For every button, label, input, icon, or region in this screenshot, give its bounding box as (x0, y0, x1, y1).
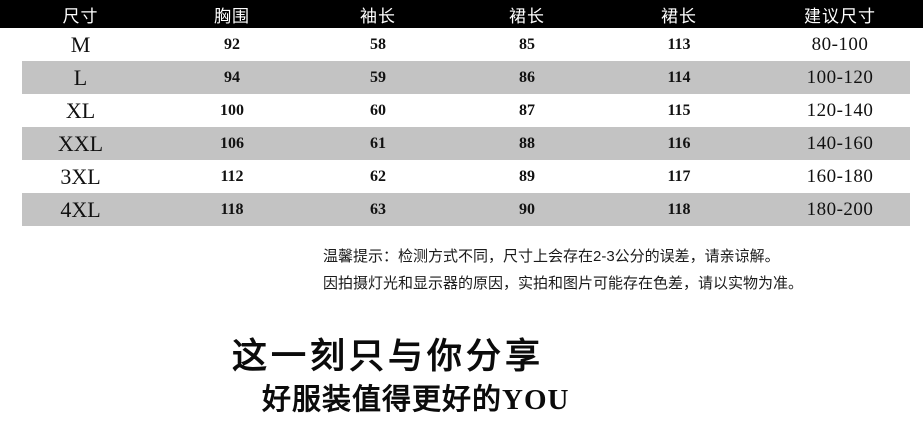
column-header-skirt-2: 裙长 (661, 6, 697, 26)
skirt1-value: 86 (519, 68, 535, 86)
slogan-line-1: 这一刻只与你分享 (232, 337, 545, 376)
size-label: XXL (57, 130, 104, 156)
table-row: XXL 106 61 88 116 140-160 (0, 127, 923, 160)
table-row: L 94 59 86 114 100-120 (0, 61, 923, 94)
suggested-size-value: 160-180 (806, 165, 874, 187)
size-label: L (73, 64, 88, 90)
skirt1-value: 89 (519, 167, 535, 185)
suggested-size-value: 120-140 (806, 99, 874, 121)
slogan-line-2: 好服装值得更好的YOU (262, 384, 570, 416)
skirt2-value: 118 (667, 200, 691, 218)
suggested-size-value: 100-120 (806, 66, 874, 88)
column-header-suggested-size: 建议尺寸 (804, 6, 876, 26)
skirt2-value: 115 (667, 101, 691, 119)
skirt2-value: 117 (667, 167, 691, 185)
column-header-skirt-1: 裙长 (509, 6, 545, 26)
column-header-sleeve: 袖长 (360, 6, 396, 26)
skirt1-value: 90 (519, 200, 535, 218)
skirt2-value: 114 (667, 68, 691, 86)
suggested-size-value: 80-100 (811, 33, 869, 55)
suggested-size-value: 180-200 (806, 198, 874, 220)
table-row: 3XL 112 62 89 117 160-180 (0, 160, 923, 193)
disclaimer-line-1: 温馨提示：检测方式不同，尺寸上会存在2-3公分的误差，请亲谅解。 (323, 248, 780, 265)
sleeve-value: 58 (370, 35, 386, 53)
skirt2-value: 116 (667, 134, 691, 152)
bust-value: 112 (220, 167, 244, 185)
disclaimer-line-2: 因拍摄灯光和显示器的原因，实拍和图片可能存在色差，请以实物为准。 (323, 275, 804, 292)
bust-value: 92 (224, 35, 240, 53)
disclaimer-notes: 温馨提示：检测方式不同，尺寸上会存在2-3公分的误差，请亲谅解。 因拍摄灯光和显… (323, 243, 803, 297)
size-label: 3XL (60, 163, 101, 189)
skirt1-value: 88 (519, 134, 535, 152)
skirt1-value: 85 (519, 35, 535, 53)
size-label: M (70, 31, 91, 57)
suggested-size-value: 140-160 (806, 132, 874, 154)
size-label: XL (65, 97, 96, 123)
column-header-bust: 胸围 (214, 6, 250, 26)
sleeve-value: 62 (370, 167, 386, 185)
sleeve-value: 61 (370, 134, 386, 152)
bust-value: 106 (220, 134, 244, 152)
table-row: XL 100 60 87 115 120-140 (0, 94, 923, 127)
bust-value: 94 (224, 68, 240, 86)
size-label: 4XL (60, 196, 101, 222)
sleeve-value: 59 (370, 68, 386, 86)
sleeve-value: 60 (370, 101, 386, 119)
bust-value: 100 (220, 101, 244, 119)
size-table: 尺寸 胸围 袖长 裙长 裙长 建议尺寸 M 92 58 85 113 80-10… (0, 0, 923, 226)
column-header-size: 尺寸 (62, 6, 99, 26)
table-header-row: 尺寸 胸围 袖长 裙长 裙长 建议尺寸 (0, 0, 923, 28)
sleeve-value: 63 (370, 200, 386, 218)
bust-value: 118 (220, 200, 244, 218)
table-row: M 92 58 85 113 80-100 (0, 28, 923, 61)
skirt2-value: 113 (667, 35, 691, 53)
table-row: 4XL 118 63 90 118 180-200 (0, 193, 923, 226)
skirt1-value: 87 (519, 101, 535, 119)
